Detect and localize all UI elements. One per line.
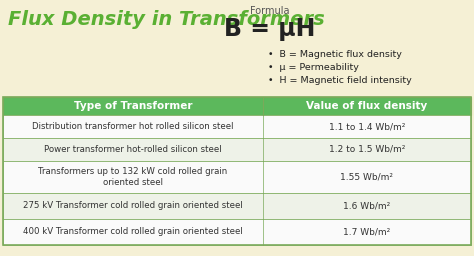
Bar <box>3 161 471 193</box>
Text: •  μ = Permeability: • μ = Permeability <box>268 63 359 72</box>
Bar <box>3 97 471 115</box>
Text: •  B = Magnetic flux density: • B = Magnetic flux density <box>268 50 402 59</box>
Text: 1.6 Wb/m²: 1.6 Wb/m² <box>343 201 391 210</box>
Bar <box>3 219 471 245</box>
Text: Formula: Formula <box>250 6 290 16</box>
Text: •  H = Magnetic field intensity: • H = Magnetic field intensity <box>268 76 412 85</box>
Text: Type of Transformer: Type of Transformer <box>73 101 192 111</box>
Text: B = μH: B = μH <box>224 17 316 41</box>
Text: 275 kV Transformer cold rolled grain oriented steel: 275 kV Transformer cold rolled grain ori… <box>23 201 243 210</box>
Text: 400 kV Transformer cold rolled grain oriented steel: 400 kV Transformer cold rolled grain ori… <box>23 228 243 237</box>
Text: 1.7 Wb/m²: 1.7 Wb/m² <box>343 228 391 237</box>
Text: Power transformer hot-rolled silicon steel: Power transformer hot-rolled silicon ste… <box>44 145 222 154</box>
Text: Distribution transformer hot rolled silicon steel: Distribution transformer hot rolled sili… <box>32 122 234 131</box>
Text: Value of flux density: Value of flux density <box>306 101 428 111</box>
Text: Transformers up to 132 kW cold rolled grain
oriented steel: Transformers up to 132 kW cold rolled gr… <box>38 167 228 187</box>
Bar <box>3 138 471 161</box>
Text: 1.2 to 1.5 Wb/m²: 1.2 to 1.5 Wb/m² <box>328 145 405 154</box>
Bar <box>3 115 471 138</box>
Text: Flux Density in Transformers: Flux Density in Transformers <box>8 10 325 29</box>
Text: 1.1 to 1.4 Wb/m²: 1.1 to 1.4 Wb/m² <box>328 122 405 131</box>
Text: 1.55 Wb/m²: 1.55 Wb/m² <box>340 173 393 182</box>
Bar <box>3 193 471 219</box>
Bar <box>3 97 471 245</box>
